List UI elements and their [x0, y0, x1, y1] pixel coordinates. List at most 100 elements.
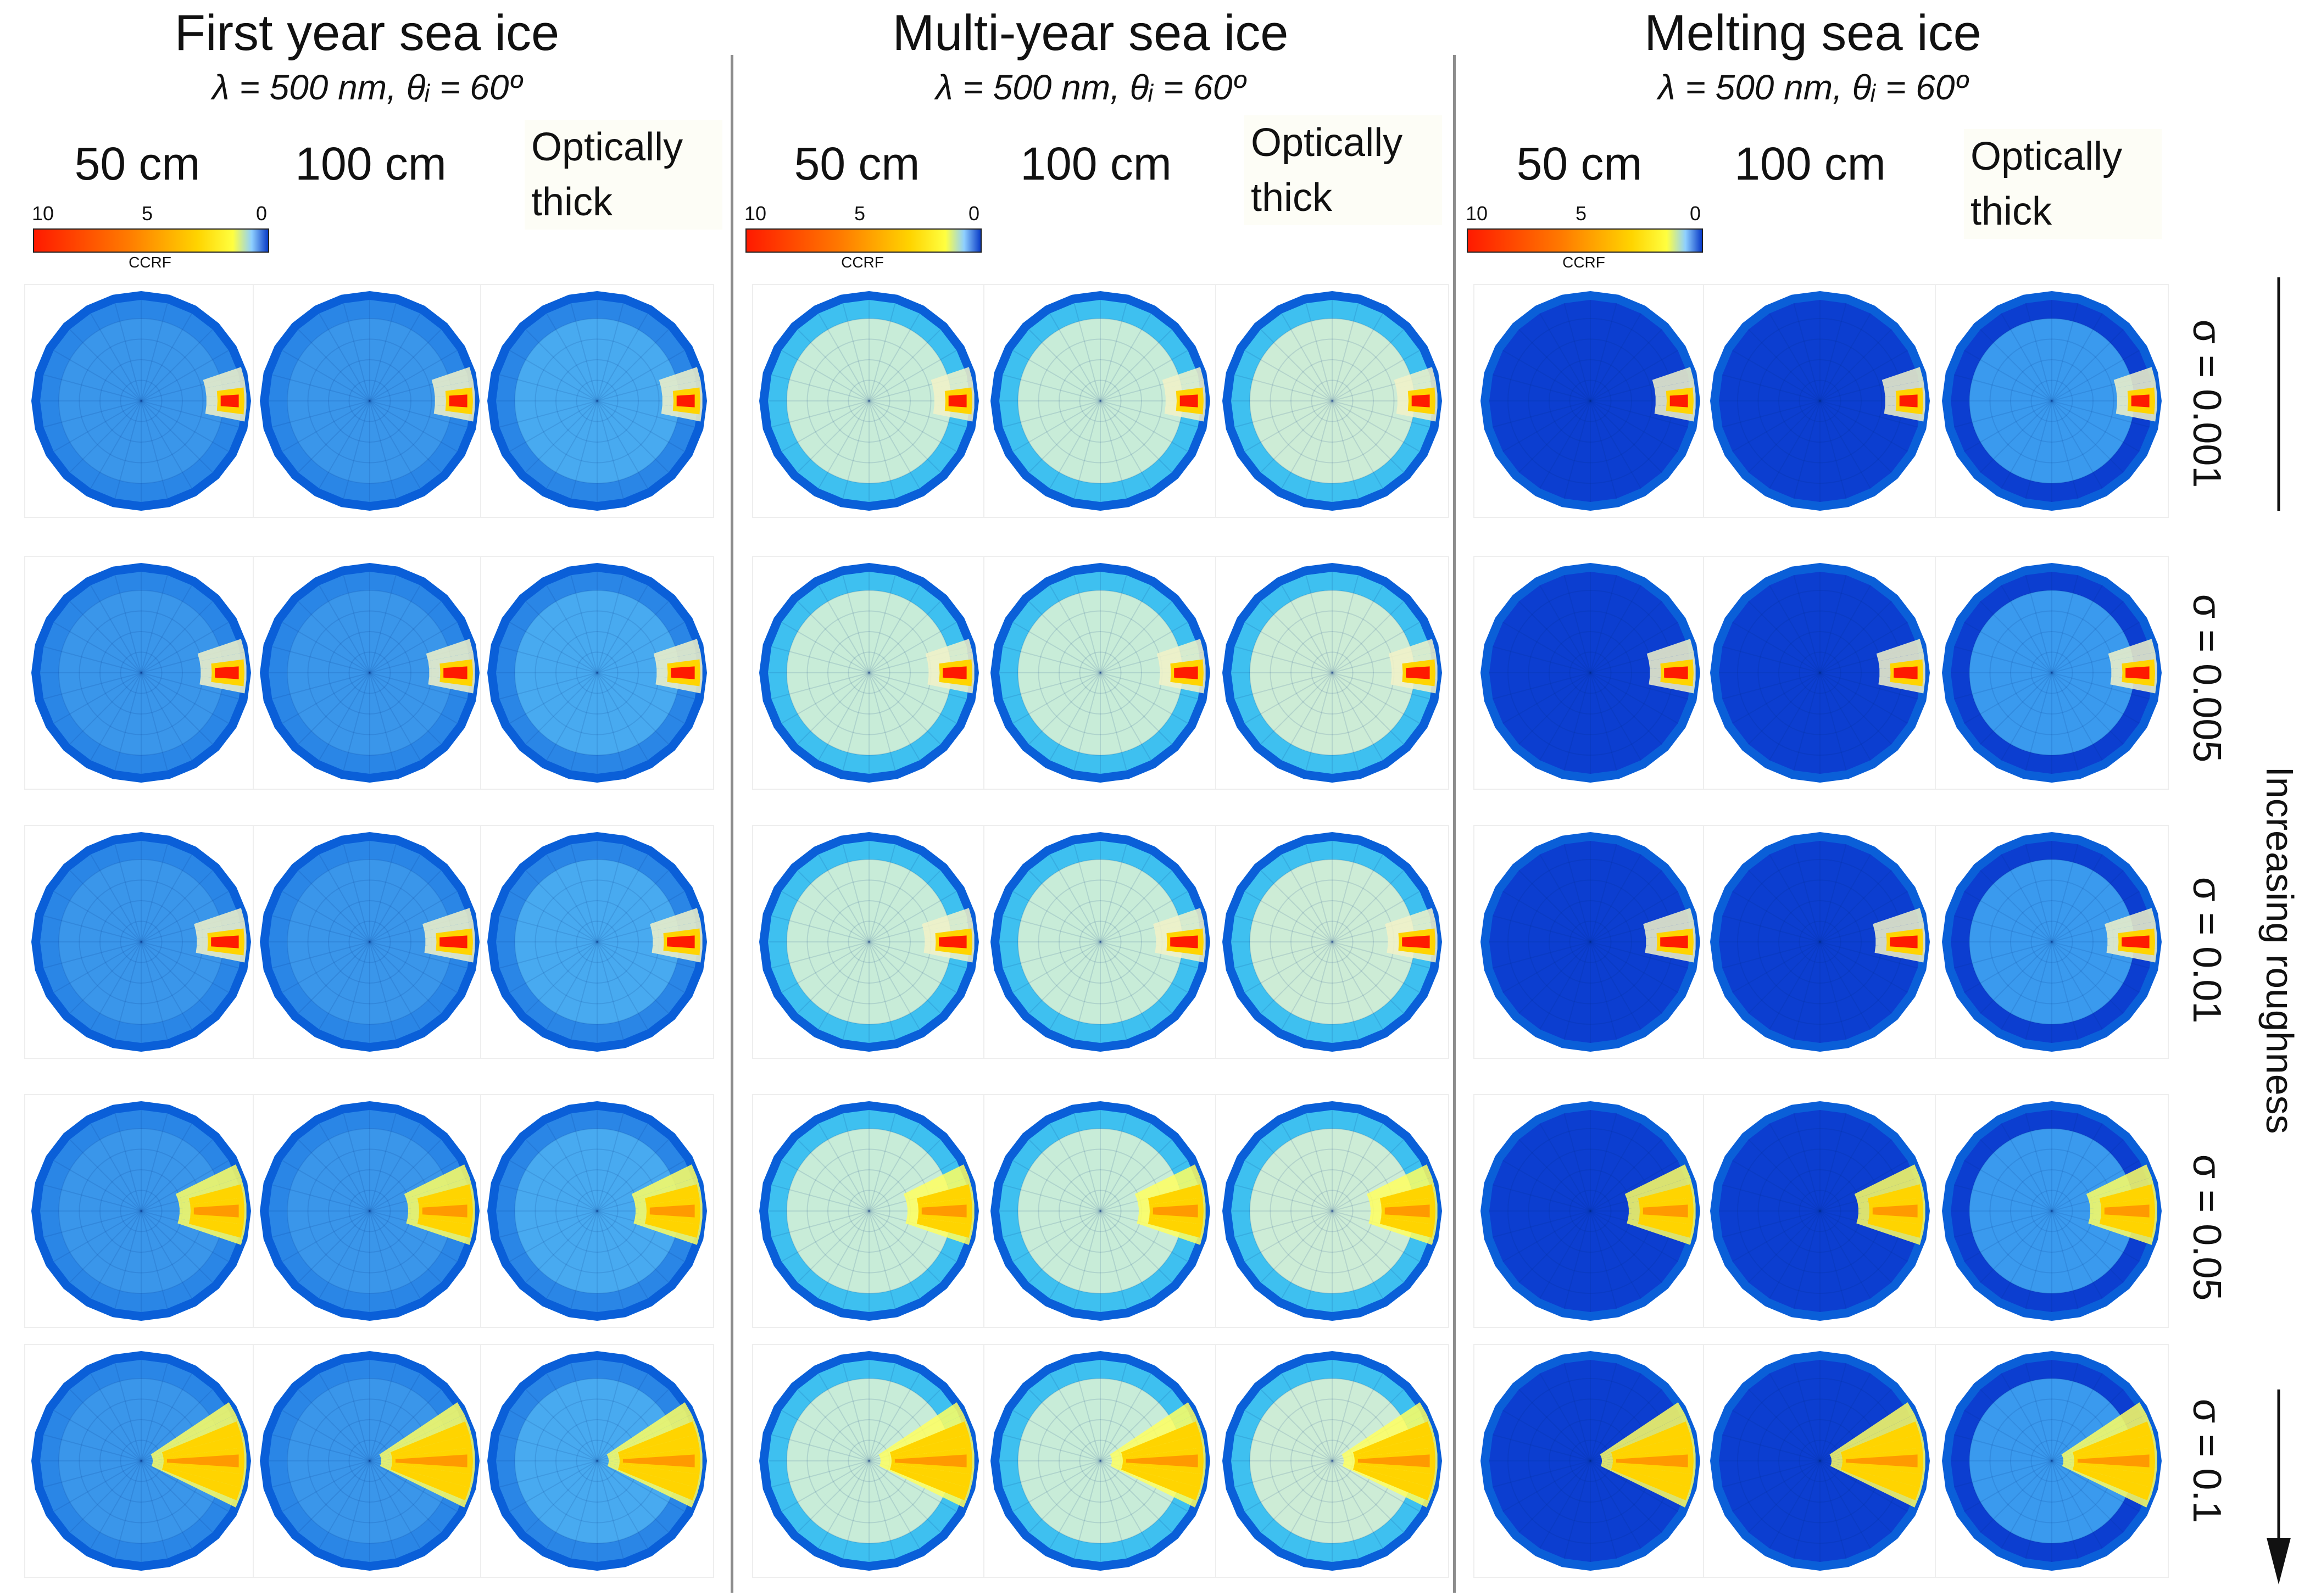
polar-grid-spoke	[141, 941, 239, 969]
polar-grid-spoke	[369, 870, 442, 942]
polar-grid-spoke	[2051, 1160, 2140, 1212]
polar-grid-spoke	[869, 941, 957, 993]
polar-grid-spoke	[771, 1460, 870, 1488]
polar-grid-spoke	[2051, 303, 2079, 401]
polar-grid-spoke	[1819, 1210, 1871, 1299]
polar-grid-ring	[576, 1190, 619, 1232]
polar-grid-spoke	[1305, 1460, 1333, 1559]
polar-grid-spoke	[69, 400, 142, 473]
polar-grid-spoke	[141, 1210, 229, 1262]
polar-grid-spoke	[369, 329, 442, 401]
polar-grid-spoke	[1539, 1123, 1591, 1212]
polar-grid-spoke	[869, 400, 967, 428]
polar-grid-spoke	[1590, 585, 1641, 673]
polar-grid-spoke	[499, 915, 598, 942]
ccrf-peak	[649, 1204, 695, 1218]
polar-grid-spoke	[869, 400, 896, 499]
ccrf-cell	[607, 1464, 697, 1508]
polar-grid-spoke	[369, 313, 421, 401]
polar-grid-spoke	[842, 1363, 870, 1461]
polar-grid-spoke	[1244, 1210, 1333, 1262]
polar-grid-spoke	[1748, 1139, 1821, 1212]
polar-grid-spoke	[1028, 1389, 1101, 1461]
polar-grid-spoke	[141, 1460, 192, 1549]
polar-grid-spoke	[797, 1460, 870, 1533]
polar-grid-spoke	[69, 672, 142, 745]
polar-grid-spoke	[597, 1460, 624, 1559]
polar-grid-spoke	[1003, 374, 1101, 401]
polar-grid-spoke	[1028, 329, 1101, 401]
polar-grid-spoke	[1722, 400, 1821, 428]
ccrf-peak	[2125, 666, 2150, 679]
polar-grid-spoke	[1100, 941, 1127, 1040]
polar-plot-disc	[787, 1129, 951, 1293]
polar-grid-spoke	[1590, 854, 1641, 942]
polar-grid-ring	[307, 338, 432, 464]
polar-grid-spoke	[1819, 400, 1847, 499]
polar-grid-spoke	[1819, 1139, 1892, 1212]
polar-grid-spoke	[343, 400, 370, 499]
polar-grid-spoke	[2051, 313, 2103, 401]
polar-grid-spoke	[869, 329, 941, 401]
polar-grid-ring	[79, 338, 204, 464]
polar-plot-disc	[1018, 1379, 1183, 1543]
polar-grid-spoke	[1819, 941, 1871, 1030]
colorbar-label: CCRF	[841, 254, 884, 271]
polar-grid-spoke	[1590, 672, 1688, 700]
ccrf-cell	[631, 1164, 697, 1199]
polar-grid-spoke	[2025, 1113, 2052, 1212]
polar-grid-spoke	[1332, 313, 1383, 401]
ccrf-cell	[151, 1414, 241, 1458]
polar-grid-spoke	[2025, 575, 2052, 673]
ccrf-cell	[1122, 1434, 1203, 1458]
polar-plot-disc	[287, 1379, 452, 1543]
polar-grid-spoke	[343, 1460, 370, 1559]
polar-grid-spoke	[1049, 1210, 1101, 1299]
polar-grid-spoke	[69, 1210, 142, 1283]
colorbar-tick: 10	[744, 202, 767, 225]
polar-grid-spoke	[369, 400, 442, 473]
polar-grid-spoke	[69, 941, 142, 1014]
polar-grid-spoke	[1590, 941, 1678, 993]
polar-grid-spoke	[597, 400, 624, 499]
ccrf-cell	[1148, 1184, 1203, 1205]
polar-grid-spoke	[1332, 854, 1383, 942]
ccrf-peak	[211, 935, 239, 948]
polar-grid-spoke	[1722, 1460, 1821, 1488]
polar-grid-spoke	[1100, 400, 1172, 473]
polar-grid-spoke	[141, 622, 229, 673]
polar-grid-spoke	[272, 400, 370, 428]
polar-grid-spoke	[1100, 672, 1172, 745]
polar-grid-spoke	[1732, 672, 1821, 724]
polar-grid-spoke	[499, 941, 598, 969]
ccrf-peak	[422, 1204, 467, 1218]
polar-grid-spoke	[2051, 329, 2124, 401]
polar-grid-spoke	[797, 1210, 870, 1283]
polar-grid-spoke	[869, 1373, 920, 1461]
polar-grid-spoke	[1732, 350, 1821, 401]
polar-grid-spoke	[1539, 400, 1591, 489]
polar-grid-spoke	[282, 1210, 370, 1262]
polar-grid-spoke	[1493, 1184, 1591, 1212]
polar-grid-spoke	[1518, 672, 1591, 745]
polar-grid-ring	[1311, 1190, 1354, 1232]
ccrf-peak	[667, 935, 695, 948]
ccrf-peak	[894, 1454, 967, 1467]
polar-grid-spoke	[1819, 350, 1908, 401]
polar-grid-spoke	[1073, 303, 1101, 401]
polar-grid-spoke	[570, 672, 598, 771]
ccrf-cell	[426, 639, 474, 661]
polar-grid-spoke	[141, 400, 168, 499]
polar-grid-spoke	[1590, 1210, 1641, 1299]
polar-grid-spoke	[597, 601, 669, 673]
ccrf-cell	[390, 1421, 470, 1455]
ccrf-peak	[921, 1204, 967, 1218]
ccrf-peak	[439, 935, 467, 948]
polar-grid-spoke	[818, 1123, 870, 1212]
polar-grid-ring	[1079, 920, 1122, 963]
polar-grid-spoke	[1964, 1160, 2052, 1212]
polar-grid-spoke	[1244, 350, 1333, 401]
polar-grid-spoke	[1732, 1410, 1821, 1461]
polar-grid-spoke	[1305, 1363, 1333, 1461]
polar-grid-spoke	[114, 303, 142, 401]
